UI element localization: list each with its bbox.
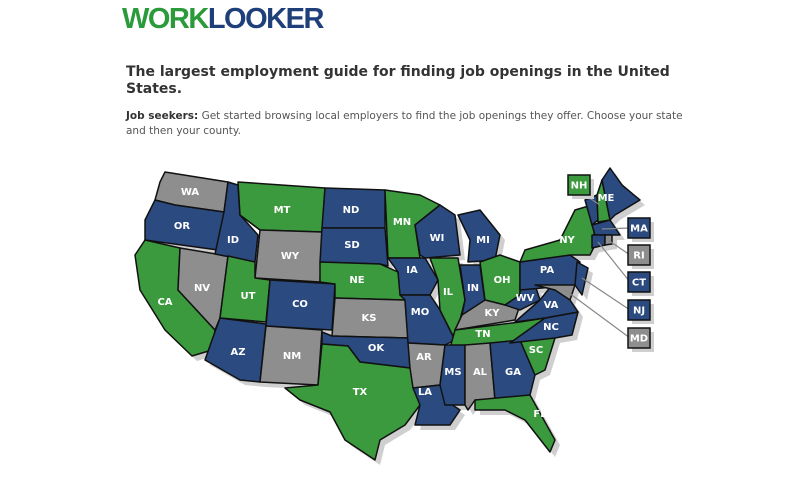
state-nc[interactable]: [509, 311, 579, 344]
state-ma[interactable]: [591, 219, 621, 236]
state-az[interactable]: [204, 317, 267, 383]
intro-body: Get started browsing local employers to …: [126, 110, 683, 137]
callout-line: [601, 227, 631, 230]
state-ks[interactable]: [331, 297, 409, 339]
state-mi[interactable]: [457, 209, 501, 263]
state-wi[interactable]: [414, 204, 461, 259]
state-ny[interactable]: [519, 204, 596, 263]
logo-part-work: WORK: [122, 3, 209, 35]
state-sd[interactable]: [319, 227, 389, 267]
callout-box-nh[interactable]: [567, 174, 591, 196]
logo-part-looker: LOOKER: [207, 3, 325, 35]
state-ct[interactable]: [591, 234, 606, 249]
callout-box-nj[interactable]: [627, 299, 651, 321]
intro-text: Job seekers: Get started browsing local …: [126, 109, 686, 139]
state-md[interactable]: [534, 284, 576, 301]
callout-box-ma[interactable]: [627, 217, 651, 239]
state-ms[interactable]: [439, 344, 466, 406]
state-wy[interactable]: [254, 229, 323, 283]
worklooker-logo[interactable]: WORKLOOKER: [122, 2, 325, 36]
state-mo[interactable]: [399, 294, 456, 346]
callout-line: [607, 239, 631, 256]
state-fl[interactable]: [474, 394, 556, 453]
callout-box-ct[interactable]: [627, 271, 651, 293]
state-ar[interactable]: [407, 342, 446, 389]
callout-line: [581, 277, 631, 311]
state-tx[interactable]: [284, 343, 421, 461]
callout-line: [597, 241, 631, 283]
callout-box-ri[interactable]: [627, 244, 651, 266]
callout-line: [564, 289, 631, 339]
callout-box-md[interactable]: [627, 327, 651, 349]
state-nj[interactable]: [574, 261, 589, 296]
page-headline: The largest employment guide for finding…: [126, 64, 670, 97]
state-nm[interactable]: [259, 325, 323, 386]
state-oh[interactable]: [479, 254, 521, 306]
state-me[interactable]: [601, 167, 641, 221]
state-nd[interactable]: [321, 187, 386, 229]
state-co[interactable]: [265, 279, 336, 331]
intro-label: Job seekers:: [126, 110, 199, 122]
